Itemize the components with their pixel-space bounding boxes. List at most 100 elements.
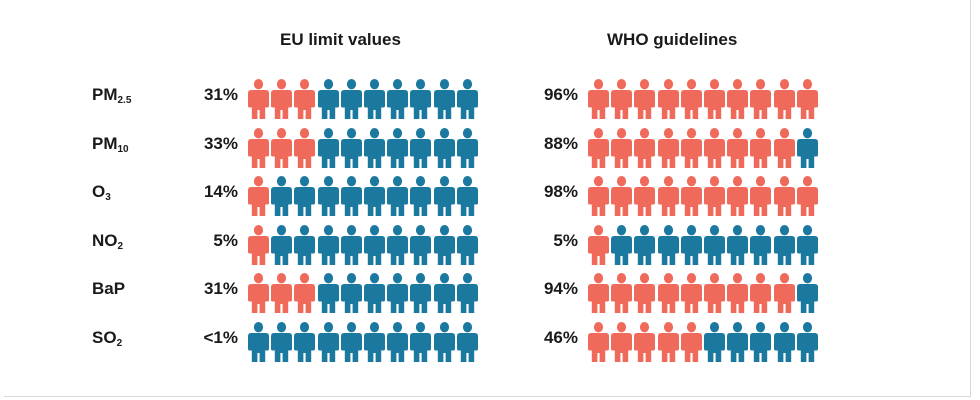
who-percentage-label: 46%: [543, 327, 578, 347]
pollutant-name: PM: [92, 85, 118, 104]
pollutant-row: SO2 <1% 46%: [0, 321, 980, 366]
person-icon-not-exposed: [340, 273, 362, 313]
who-percentage-label: 94%: [543, 279, 578, 298]
person-icon-not-exposed: [433, 321, 455, 362]
pollutant-label: O3: [92, 182, 162, 203]
pollutant-name: SO: [92, 327, 117, 347]
person-icon-not-exposed: [317, 224, 339, 265]
person-icon-not-exposed: [456, 79, 478, 119]
pollutant-name: PM: [92, 133, 118, 153]
person-icon-not-exposed: [680, 224, 702, 265]
person-icon-not-exposed: [796, 321, 818, 362]
person-icon-not-exposed: [456, 176, 478, 216]
person-icon-exposed: [588, 273, 609, 313]
person-icon-not-exposed: [340, 321, 362, 362]
column-title-eu: EU limit values: [280, 30, 401, 49]
who-percentage-label: 5%: [553, 230, 578, 250]
person-icon-not-exposed: [410, 273, 432, 313]
person-icon-exposed: [588, 224, 609, 265]
person-icon-not-exposed: [433, 127, 455, 168]
person-icon-exposed: [750, 176, 772, 216]
person-icon-exposed: [271, 273, 293, 313]
person-icon-not-exposed: [727, 321, 749, 362]
person-icon-not-exposed: [387, 273, 409, 313]
person-icon-not-exposed: [294, 224, 316, 265]
person-icon-not-exposed: [248, 321, 269, 362]
person-icon-exposed: [248, 224, 269, 265]
pollutant-subscript: 10: [117, 143, 129, 155]
person-icon-not-exposed: [433, 176, 455, 216]
eu-percentage-label: 31%: [203, 279, 238, 298]
person-icon-not-exposed: [410, 224, 432, 265]
person-icon-exposed: [657, 273, 679, 313]
person-icon-not-exposed: [387, 321, 409, 362]
person-icon-not-exposed: [294, 321, 316, 362]
person-icon-exposed: [727, 176, 749, 216]
person-icon-exposed: [611, 321, 633, 362]
person-icon-not-exposed: [611, 224, 633, 265]
person-icon-exposed: [248, 79, 269, 119]
pollutant-label: BaP: [92, 279, 162, 299]
person-icon-exposed: [588, 176, 609, 216]
person-icon-not-exposed: [456, 127, 478, 168]
person-icon-exposed: [657, 127, 679, 168]
person-icon-exposed: [611, 127, 633, 168]
person-icon-not-exposed: [773, 224, 795, 265]
person-icon-not-exposed: [317, 321, 339, 362]
person-icon-exposed: [248, 127, 269, 168]
person-icon-not-exposed: [796, 273, 818, 313]
person-icon-not-exposed: [796, 224, 818, 265]
person-icon-not-exposed: [796, 127, 818, 168]
eu-percentage-label: 33%: [203, 133, 238, 153]
person-icon-exposed: [750, 127, 772, 168]
person-icon-exposed: [773, 79, 795, 119]
person-icon-exposed: [704, 127, 725, 168]
person-icon-exposed: [704, 273, 725, 313]
person-icon-not-exposed: [456, 273, 478, 313]
person-icon-exposed: [773, 273, 795, 313]
eu-percentage-label: 14%: [203, 182, 238, 201]
person-icon-not-exposed: [294, 176, 316, 216]
person-icon-not-exposed: [271, 176, 293, 216]
person-icon-not-exposed: [410, 79, 432, 119]
pollutant-label: SO2: [92, 327, 162, 349]
person-icon-exposed: [750, 273, 772, 313]
person-icon-exposed: [634, 321, 656, 362]
person-icon-exposed: [727, 127, 749, 168]
person-icon-not-exposed: [387, 127, 409, 168]
eu-percentage-label: <1%: [203, 327, 239, 347]
pollutant-label: NO2: [92, 231, 162, 252]
person-icon-exposed: [294, 79, 316, 119]
person-icon-exposed: [634, 79, 656, 119]
person-icon-not-exposed: [750, 224, 772, 265]
person-icon-not-exposed: [456, 224, 478, 265]
eu-percentage-label: 31%: [203, 85, 238, 104]
person-icon-not-exposed: [340, 224, 362, 265]
person-icon-exposed: [634, 273, 656, 313]
person-icon-exposed: [704, 176, 725, 216]
who-percentage-label: 88%: [543, 133, 578, 153]
person-icon-exposed: [294, 273, 316, 313]
person-icon-not-exposed: [657, 224, 679, 265]
image-frame: [4, 0, 971, 397]
person-icon-not-exposed: [317, 176, 339, 216]
pollutant-name: BaP: [92, 279, 126, 298]
person-icon-not-exposed: [271, 224, 293, 265]
person-icon-exposed: [680, 79, 702, 119]
pollutant-row: PM10 33% 88%: [0, 127, 980, 172]
person-icon-exposed: [773, 176, 795, 216]
person-icon-exposed: [634, 127, 656, 168]
person-icon-not-exposed: [364, 79, 385, 119]
person-icon-not-exposed: [387, 176, 409, 216]
person-icon-not-exposed: [317, 127, 339, 168]
person-icon-exposed: [271, 79, 293, 119]
pollutant-label: PM2.5: [92, 85, 162, 106]
person-icon-not-exposed: [704, 321, 725, 362]
person-icon-exposed: [611, 176, 633, 216]
person-icon-exposed: [588, 127, 609, 168]
person-icon-not-exposed: [634, 224, 656, 265]
pollutant-label: PM10: [92, 133, 162, 155]
pollutant-subscript: 3: [105, 192, 111, 203]
pollutant-subscript: 2: [117, 240, 124, 252]
person-icon-not-exposed: [750, 321, 772, 362]
